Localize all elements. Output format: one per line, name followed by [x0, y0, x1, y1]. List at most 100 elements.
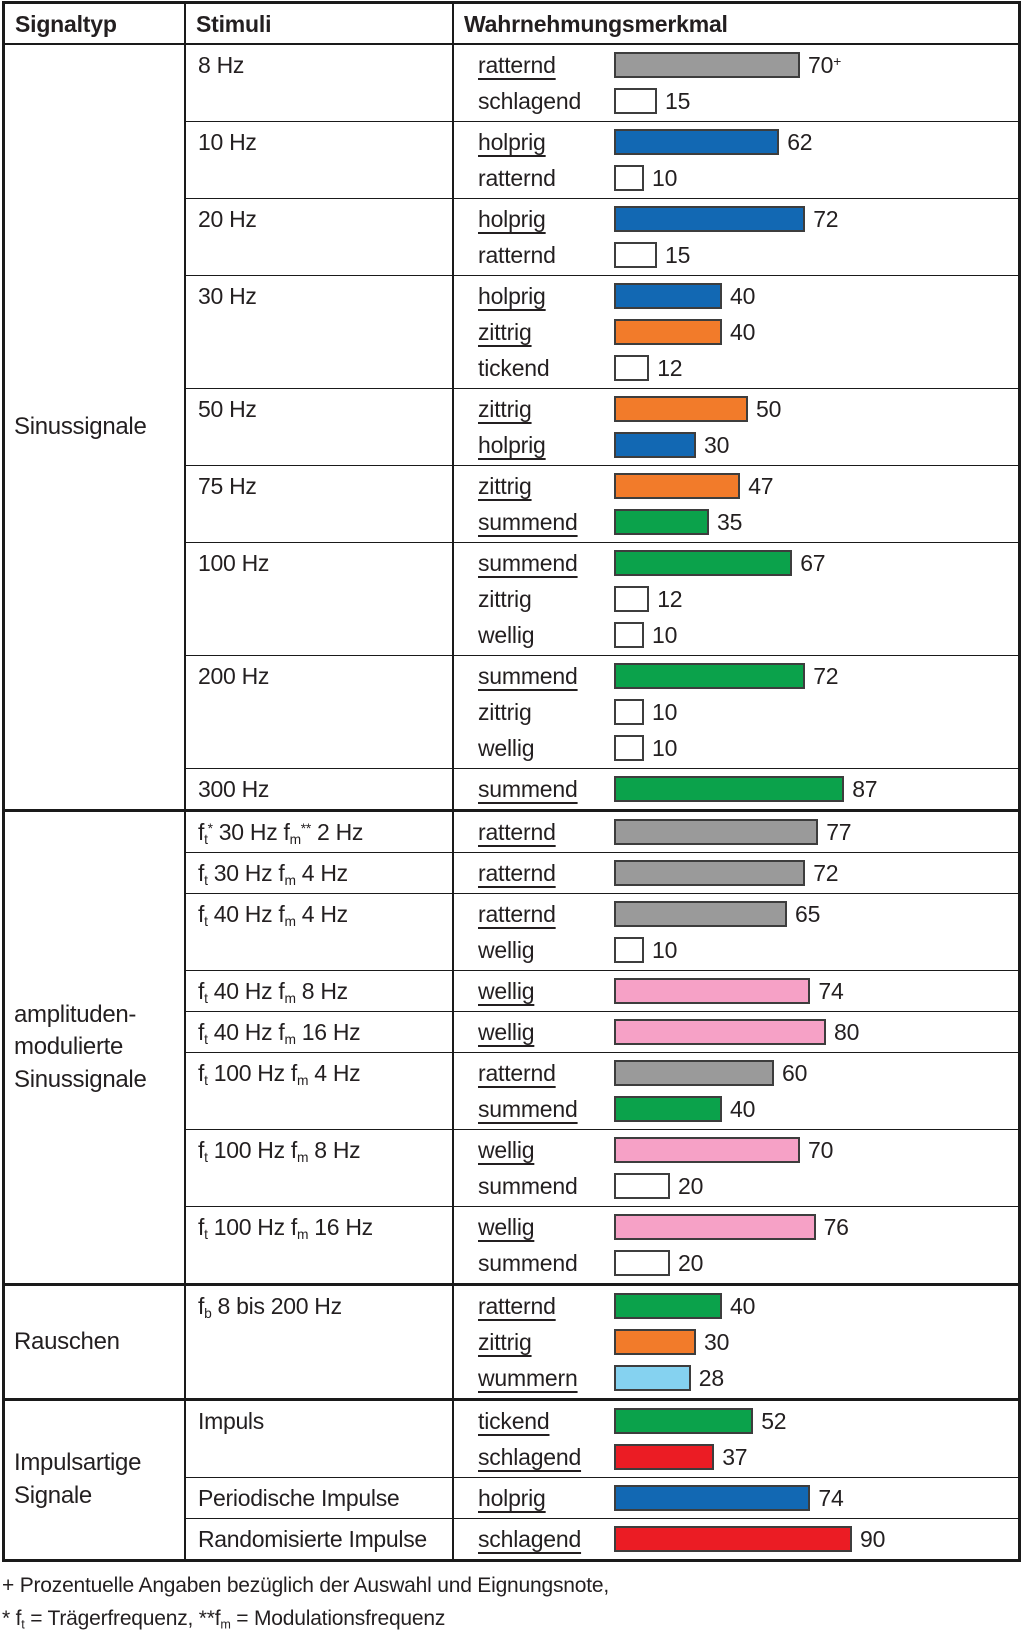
- perception-label: ratternd: [478, 241, 556, 268]
- stimulus-row: 30 Hz holprig 40 zittrig 40 tickend 12: [186, 275, 1018, 388]
- signal-section: amplituden-modulierte Sinussignale ft* 30 …: [5, 809, 1018, 1283]
- perception-bar-row: wellig 70: [478, 1132, 1018, 1168]
- perception-value: 10: [652, 936, 678, 963]
- stimulus-cell: 75 Hz: [186, 466, 454, 542]
- perception-value: 72: [813, 859, 839, 886]
- stimulus-row: 300 Hz summend 87: [186, 768, 1018, 809]
- perception-bar: [614, 937, 644, 963]
- stimulus-cell: 50 Hz: [186, 389, 454, 465]
- perception-bar-row: wummern 28: [478, 1360, 1018, 1396]
- perception-label: ratternd: [478, 818, 556, 845]
- perception-value: 50: [756, 395, 782, 422]
- perception-value: 20: [678, 1249, 704, 1276]
- perception-bar-row: wellig 80: [478, 1014, 1018, 1050]
- perception-label: zittrig: [478, 472, 532, 499]
- perception-bar: [614, 396, 748, 422]
- signaltyp-line: Signale: [14, 1482, 92, 1509]
- perception-bar: [614, 1408, 754, 1434]
- perception-value: 76: [823, 1213, 849, 1240]
- perception-bar-row: ratternd 10: [478, 160, 1018, 196]
- stimulus-row: ft 100 Hz fm 16 Hz wellig 76 summend 20: [186, 1206, 1018, 1283]
- perception-bar-row: ratternd 65: [478, 896, 1018, 932]
- perception-cell: wellig 76 summend 20: [454, 1207, 1018, 1283]
- perception-bar-row: summend 20: [478, 1245, 1018, 1281]
- perception-label: summend: [478, 1095, 578, 1122]
- perception-value: 90: [860, 1525, 886, 1552]
- stimulus-row: ft 40 Hz fm 8 Hz wellig 74: [186, 970, 1018, 1011]
- perception-label: wellig: [478, 936, 535, 963]
- signal-section: Impulsartige Signale Impuls tickend 52 schlag…: [5, 1398, 1018, 1559]
- perception-bar: [614, 735, 644, 761]
- signaltyp-cell: Sinussignale: [5, 45, 186, 809]
- perception-bar-row: ratternd 40: [478, 1288, 1018, 1324]
- perception-cell: holprig 72 ratternd 15: [454, 199, 1018, 275]
- perception-bar: [614, 165, 644, 191]
- stimulus-row: 20 Hz holprig 72 ratternd 15: [186, 198, 1018, 275]
- perception-cell: wellig 74: [454, 971, 1018, 1011]
- perception-value: 10: [652, 621, 678, 648]
- stimulus-cell: 200 Hz: [186, 656, 454, 768]
- stimulus-row: 8 Hz ratternd 70+ schlagend 15: [186, 45, 1018, 121]
- stimulus-cell: ft 40 Hz fm 8 Hz: [186, 971, 454, 1011]
- header-signaltyp: Signaltyp: [5, 4, 186, 43]
- perception-value: 40: [730, 1292, 756, 1319]
- stimulus-cell: 100 Hz: [186, 543, 454, 655]
- perception-bar: [614, 1137, 800, 1163]
- perception-label: summend: [478, 1172, 578, 1199]
- stimulus-cell: ft* 30 Hz fm** 2 Hz: [186, 812, 454, 852]
- perception-value: 15: [665, 241, 691, 268]
- perception-label: wellig: [478, 621, 535, 648]
- perception-value: 72: [813, 205, 839, 232]
- perception-label: zittrig: [478, 698, 532, 725]
- perception-cell: summend 72 zittrig 10 wellig 10: [454, 656, 1018, 768]
- section-rows: Impuls tickend 52 schlagend 37 Periodische Im…: [186, 1401, 1018, 1559]
- perception-bar: [614, 901, 787, 927]
- perception-bar-row: tickend 12: [478, 350, 1018, 386]
- perception-bar: [614, 242, 657, 268]
- perception-value: 40: [730, 1095, 756, 1122]
- perception-value: 67: [800, 549, 826, 576]
- signaltyp-line: Sinussignale: [14, 412, 147, 440]
- perception-bar: [614, 473, 741, 499]
- perception-bar-row: schlagend 37: [478, 1439, 1018, 1475]
- perception-bar: [614, 88, 657, 114]
- perception-value: 35: [717, 508, 743, 535]
- perception-bar: [614, 52, 800, 78]
- perception-bar-row: ratternd 72: [478, 855, 1018, 891]
- perception-bar: [614, 129, 780, 155]
- perception-value: 10: [652, 164, 678, 191]
- perception-bar-row: wellig 76: [478, 1209, 1018, 1245]
- perception-value: 74: [818, 1484, 844, 1511]
- perception-value: 62: [787, 128, 813, 155]
- perception-bar: [614, 622, 644, 648]
- stimulus-row: ft 40 Hz fm 4 Hz ratternd 65 wellig 10: [186, 893, 1018, 970]
- perception-value: 15: [665, 87, 691, 114]
- perception-bar-row: summend 67: [478, 545, 1018, 581]
- perception-value: 37: [722, 1443, 748, 1470]
- table-body: Sinussignale 8 Hz ratternd 70+ schlagend 15 10…: [5, 45, 1018, 1559]
- stimulus-cell: Periodische Impulse: [186, 1478, 454, 1518]
- perception-label: holprig: [478, 431, 546, 458]
- perception-bar: [614, 860, 806, 886]
- perception-bar: [614, 1329, 696, 1355]
- perception-value: 74: [818, 977, 844, 1004]
- perception-bar: [614, 819, 819, 845]
- section-rows: ft* 30 Hz fm** 2 Hz ratternd 77 ft 30 Hz fm…: [186, 812, 1018, 1283]
- perception-label: wellig: [478, 734, 535, 761]
- perception-label: zittrig: [478, 585, 532, 612]
- perception-cell: ratternd 40 zittrig 30 wummern 28: [454, 1286, 1018, 1398]
- perception-label: zittrig: [478, 395, 532, 422]
- perception-value: 65: [795, 900, 821, 927]
- perception-bar: [614, 1019, 826, 1045]
- perception-bar: [614, 283, 722, 309]
- footnotes: + Prozentuelle Angaben bezüglich der Aus…: [0, 1562, 1024, 1635]
- stimulus-row: Periodische Impulse holprig 74: [186, 1477, 1018, 1518]
- perception-label: summend: [478, 549, 578, 576]
- stimulus-cell: Impuls: [186, 1401, 454, 1477]
- stimulus-cell: ft 40 Hz fm 4 Hz: [186, 894, 454, 970]
- stimulus-row: ft 100 Hz fm 4 Hz ratternd 60 summend 40: [186, 1052, 1018, 1129]
- perception-label: summend: [478, 1249, 578, 1276]
- perception-bar-row: wellig 74: [478, 973, 1018, 1009]
- stimulus-cell: 30 Hz: [186, 276, 454, 388]
- perception-bar: [614, 1250, 670, 1276]
